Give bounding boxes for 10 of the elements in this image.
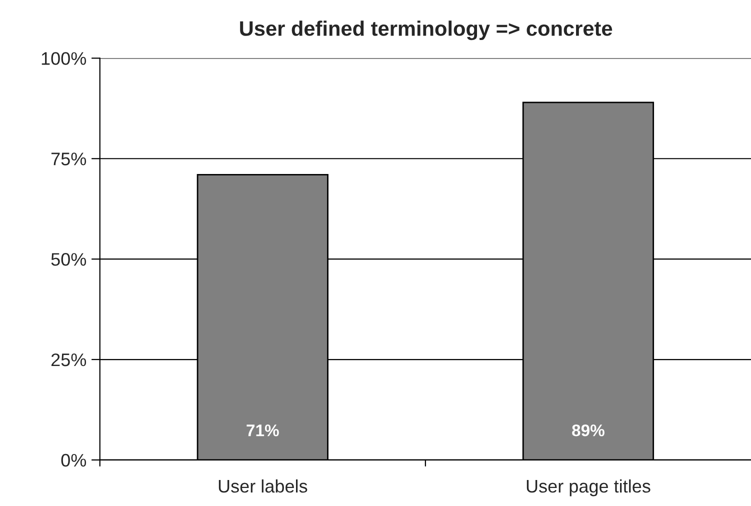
y-tick-label: 75%	[51, 152, 86, 166]
data-label: 71%	[246, 424, 279, 436]
y-tick-label: 50%	[51, 253, 86, 266]
chart-title: User defined terminology => concrete	[240, 20, 612, 40]
x-tick-label: User labels	[218, 479, 308, 493]
x-tick-label: User page titles	[526, 479, 650, 496]
y-tick-label: 0%	[61, 454, 86, 467]
y-tick-label: 25%	[51, 353, 86, 366]
data-label: 89%	[572, 424, 604, 436]
y-tick-label: 100%	[42, 52, 86, 65]
